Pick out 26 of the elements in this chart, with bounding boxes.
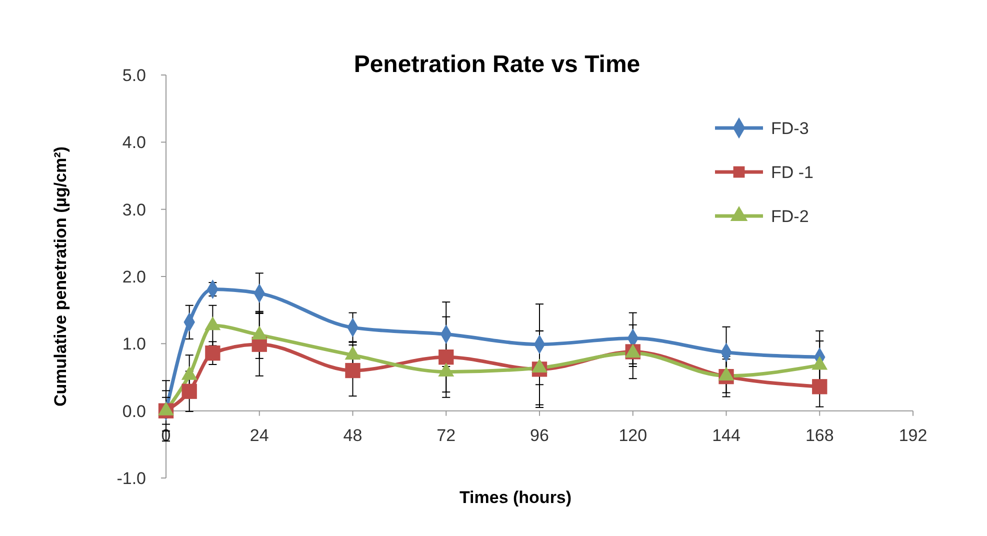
point	[438, 350, 454, 365]
legend-label: FD-3	[771, 118, 809, 138]
chart-title: Penetration Rate vs Time	[354, 51, 640, 78]
y-tick-label: -1.0	[116, 468, 146, 488]
y-tick-label: 0.0	[122, 402, 146, 421]
legend-label: FD-2	[771, 206, 809, 226]
x-tick-label: 48	[343, 426, 362, 445]
x-tick-label: 144	[712, 426, 740, 445]
x-tick-label: 120	[618, 426, 648, 445]
point	[182, 384, 197, 399]
x-tick-label: 168	[805, 426, 834, 445]
y-axis-title: Cumulative penetration (µg/cm²)	[51, 146, 70, 407]
point	[812, 379, 828, 394]
x-tick-label: 96	[530, 426, 549, 445]
point	[205, 345, 220, 361]
x-tick-label: 24	[250, 426, 269, 445]
x-axis-title: Times (hours)	[459, 488, 572, 507]
x-tick-label: 72	[436, 426, 456, 445]
y-tick-label: 4.0	[122, 133, 146, 152]
point	[345, 362, 360, 378]
legend-label: FD -1	[771, 162, 814, 182]
y-tick-label: 3.0	[122, 200, 146, 220]
y-tick-label: 2.0	[122, 267, 146, 286]
x-tick-label: 192	[898, 426, 928, 445]
y-tick-label: 5.0	[122, 66, 146, 85]
y-tick-label: 1.0	[122, 334, 146, 354]
